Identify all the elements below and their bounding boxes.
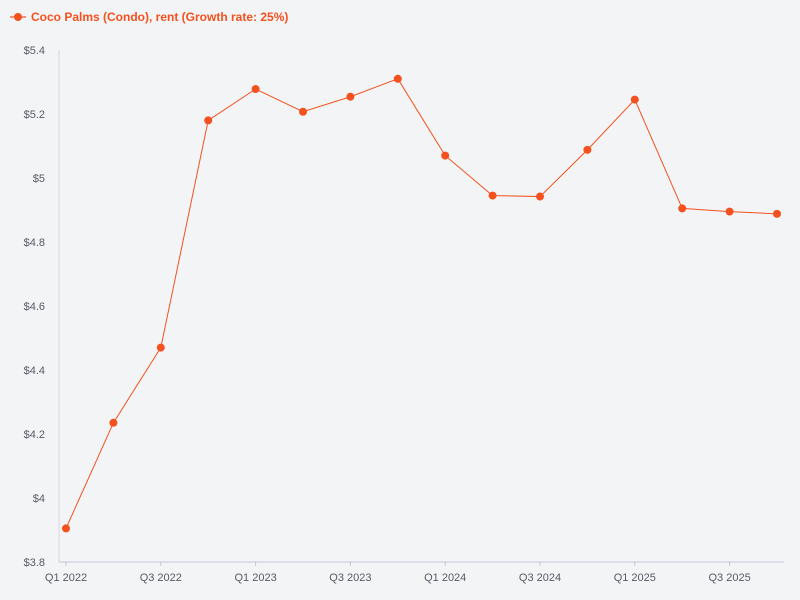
data-point[interactable] (204, 116, 213, 125)
y-tick-labels: $3.8 $4 $4.2 $4.4 $4.6 $4.8 $5 $5.2 $5.4 (24, 45, 45, 569)
y-tick-label: $4.4 (24, 365, 45, 377)
data-point[interactable] (441, 151, 450, 160)
data-point[interactable] (630, 95, 639, 104)
data-point[interactable] (536, 192, 544, 201)
series-line (65, 78, 778, 529)
data-point[interactable] (251, 85, 260, 94)
data-point[interactable] (488, 191, 497, 200)
x-tick-label: Q1 2023 (234, 572, 276, 584)
x-tick-label: Q3 2024 (519, 572, 561, 584)
series-group (62, 74, 781, 533)
x-tick-label: Q1 2025 (614, 572, 656, 584)
x-tick-label: Q1 2024 (424, 572, 466, 584)
data-point[interactable] (393, 74, 402, 83)
data-point[interactable] (62, 524, 70, 533)
axes (58, 50, 784, 563)
y-tick-label: $5.4 (24, 45, 45, 57)
x-tick-label: Q1 2022 (45, 572, 87, 584)
data-point[interactable] (346, 92, 355, 101)
data-point[interactable] (109, 418, 118, 427)
legend-dot-marker (14, 13, 22, 21)
y-tick-label: $4.2 (24, 429, 45, 441)
data-point[interactable] (299, 107, 307, 116)
y-tick-label: $5 (33, 173, 45, 185)
data-point[interactable] (156, 343, 165, 352)
y-tick-label: $4.8 (24, 237, 45, 249)
x-tick-labels: Q1 2022 Q3 2022 Q1 2023 Q3 2023 Q1 2024 Q3 20… (45, 562, 751, 584)
y-tick-label: $4 (33, 493, 45, 505)
y-tick-label: $5.2 (24, 109, 45, 121)
data-point[interactable] (583, 145, 592, 154)
data-point[interactable] (725, 207, 734, 216)
x-tick-label: Q3 2023 (329, 572, 371, 584)
y-tick-label: $4.6 (24, 301, 45, 313)
data-point[interactable] (678, 204, 687, 213)
x-tick-label: Q3 2022 (140, 572, 182, 584)
y-tick-label: $3.8 (24, 557, 45, 569)
x-tick-label: Q3 2025 (708, 572, 750, 584)
legend-label: Coco Palms (Condo), rent (Growth rate: 2… (31, 10, 288, 24)
legend[interactable]: Coco Palms (Condo), rent (Growth rate: 2… (10, 10, 288, 24)
data-point[interactable] (773, 209, 781, 218)
